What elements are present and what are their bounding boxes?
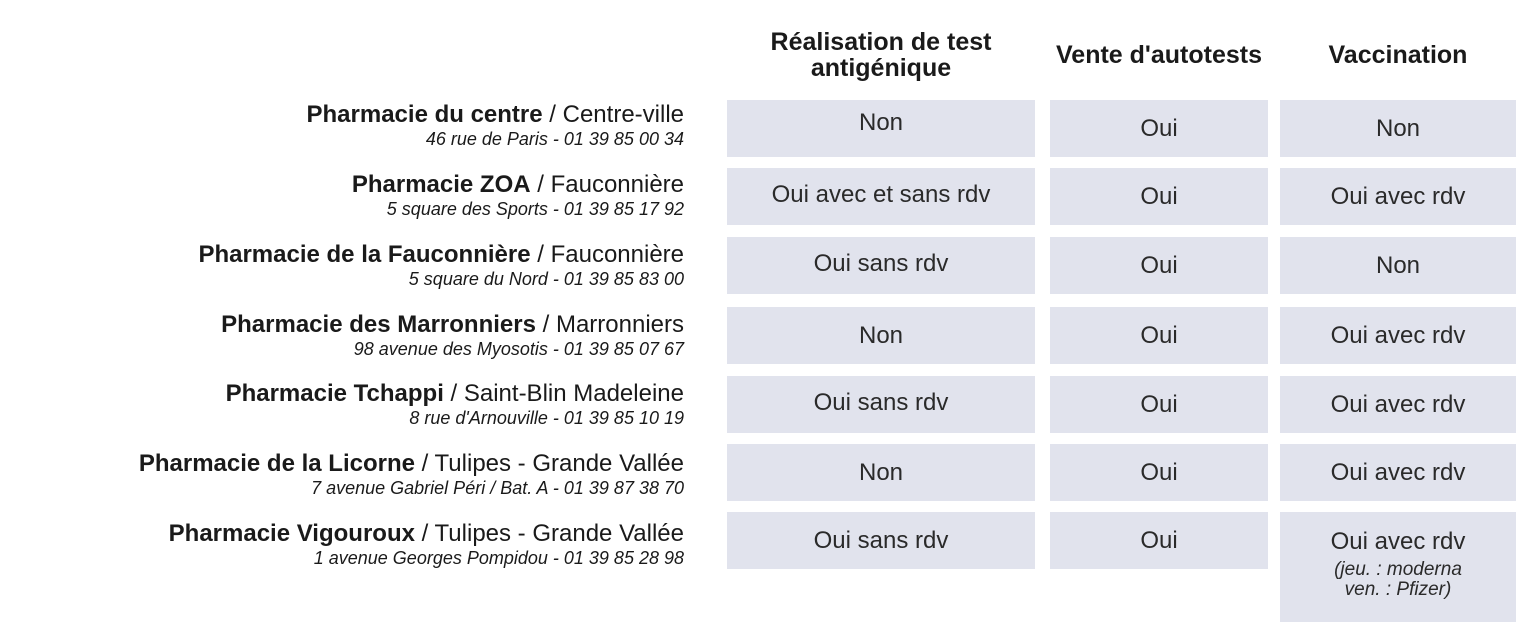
pharmacy-name: Pharmacie ZOA	[351, 171, 531, 198]
vaccination-note-line: (jeu. : moderna	[1334, 559, 1462, 580]
pharmacy-address: 98 avenue des Myosotis - 01 39 85 07 67	[353, 339, 684, 359]
pharmacy-address: 7 avenue Gabriel Péri / Bat. A - 01 39 8…	[311, 478, 684, 498]
pharmacy-area: / Saint-Blin Madeleine	[443, 380, 684, 407]
vaccination-cell: Oui avec rdv	[1280, 307, 1516, 364]
pharmacy-name: Pharmacie Vigouroux	[168, 520, 415, 547]
column-header-autotests: Vente d'autotests	[1056, 41, 1262, 69]
antigen-test-cell: Non	[727, 307, 1035, 364]
autotests-cell: Oui	[1050, 100, 1268, 157]
pharmacy-row-label: Pharmacie des Marronniers / Marronniers …	[0, 311, 684, 359]
pharmacy-name: Pharmacie du centre	[306, 101, 543, 128]
autotests-cell: Oui	[1050, 376, 1268, 433]
antigen-test-cell: Oui sans rdv	[727, 237, 1035, 294]
pharmacy-address: 1 avenue Georges Pompidou - 01 39 85 28 …	[313, 548, 684, 568]
vaccination-value: Oui avec rdv	[1330, 528, 1466, 555]
pharmacy-row-label: Pharmacie ZOA / Fauconnière 5 square des…	[0, 171, 684, 219]
vaccination-cell: Non	[1280, 100, 1516, 157]
column-header-antigen-test: Réalisation de test antigénique	[770, 28, 992, 82]
pharmacy-address: 5 square du Nord - 01 39 85 83 00	[408, 269, 684, 289]
pharmacy-area: / Fauconnière	[530, 241, 684, 268]
autotests-cell: Oui	[1050, 168, 1268, 225]
pharmacy-row-label: Pharmacie Vigouroux / Tulipes - Grande V…	[0, 520, 684, 568]
antigen-test-cell: Oui sans rdv	[727, 376, 1035, 433]
pharmacy-name: Pharmacie de la Licorne	[138, 450, 415, 477]
vaccination-note-line: ven. : Pfizer)	[1344, 579, 1452, 600]
autotests-cell: Oui	[1050, 512, 1268, 569]
vaccination-cell: Oui avec rdv (jeu. : moderna ven. : Pfiz…	[1280, 512, 1516, 622]
pharmacy-row-label: Pharmacie de la Licorne / Tulipes - Gran…	[0, 450, 684, 498]
pharmacy-row-label: Pharmacie du centre / Centre-ville 46 ru…	[0, 101, 684, 149]
pharmacy-area: / Tulipes - Grande Vallée	[414, 520, 684, 547]
vaccination-cell: Oui avec rdv	[1280, 444, 1516, 501]
pharmacy-area: / Fauconnière	[530, 171, 684, 198]
pharmacy-row-label: Pharmacie de la Fauconnière / Fauconnièr…	[0, 241, 684, 289]
autotests-cell: Oui	[1050, 307, 1268, 364]
vaccination-note: (jeu. : moderna ven. : Pfizer)	[1280, 560, 1516, 600]
antigen-test-cell: Oui sans rdv	[727, 512, 1035, 569]
pharmacy-row-label: Pharmacie Tchappi / Saint-Blin Madeleine…	[0, 380, 684, 428]
pharmacy-name: Pharmacie de la Fauconnière	[198, 241, 531, 268]
pharmacy-address: 8 rue d'Arnouville - 01 39 85 10 19	[409, 408, 684, 428]
pharmacy-name: Pharmacie des Marronniers	[221, 311, 536, 338]
antigen-test-cell: Oui avec et sans rdv	[727, 168, 1035, 225]
pharmacy-area: / Centre-ville	[542, 101, 684, 128]
vaccination-cell: Oui avec rdv	[1280, 168, 1516, 225]
pharmacy-name: Pharmacie Tchappi	[225, 380, 444, 407]
antigen-test-cell: Non	[727, 100, 1035, 157]
pharmacy-address: 46 rue de Paris - 01 39 85 00 34	[425, 129, 684, 149]
autotests-cell: Oui	[1050, 237, 1268, 294]
autotests-cell: Oui	[1050, 444, 1268, 501]
vaccination-cell: Non	[1280, 237, 1516, 294]
pharmacy-address: 5 square des Sports - 01 39 85 17 92	[386, 199, 684, 219]
vaccination-cell: Oui avec rdv	[1280, 376, 1516, 433]
column-header-vaccination: Vaccination	[1328, 41, 1468, 69]
pharmacy-area: / Marronniers	[535, 311, 684, 338]
antigen-test-cell: Non	[727, 444, 1035, 501]
pharmacy-area: / Tulipes - Grande Vallée	[414, 450, 684, 477]
